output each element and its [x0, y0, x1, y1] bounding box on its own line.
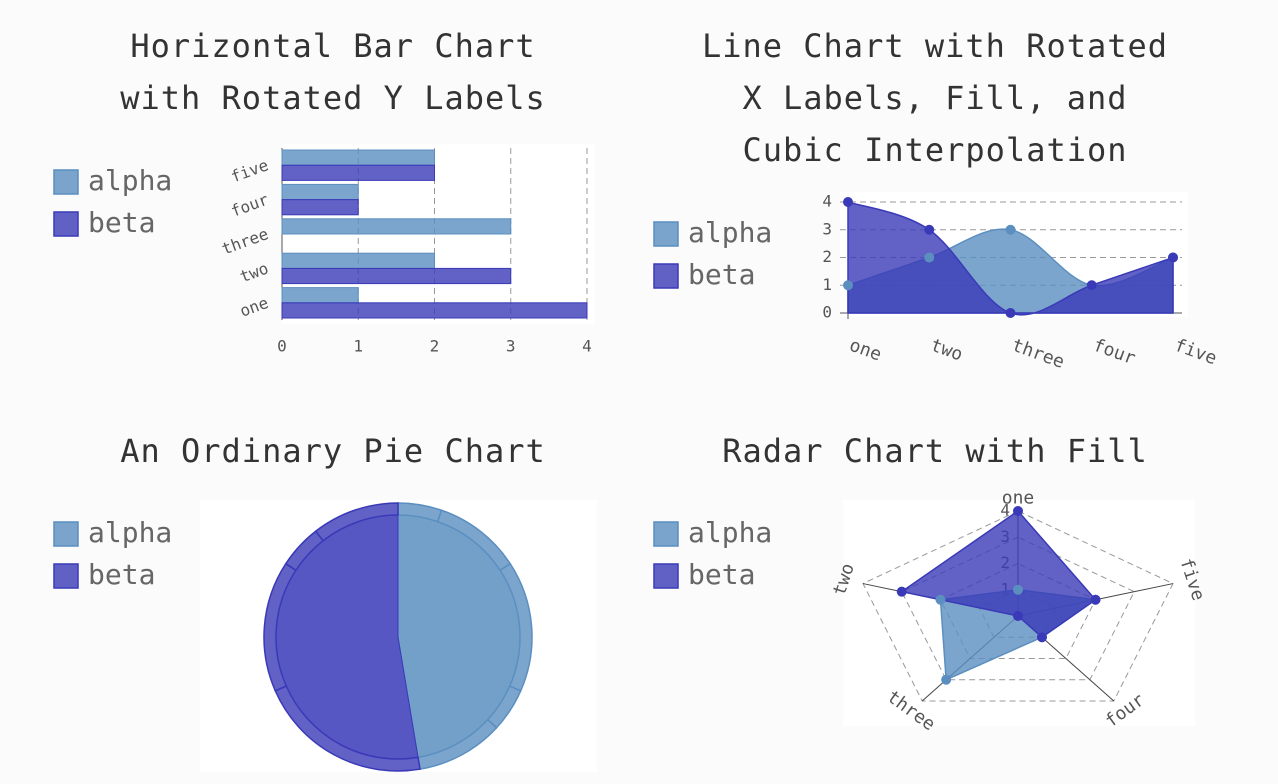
legend-label: alpha	[88, 516, 172, 549]
legend-swatch	[653, 263, 679, 289]
chart-title: An Ordinary Pie Chart	[120, 432, 546, 470]
bar	[281, 302, 588, 319]
y-tick-label: 1	[822, 275, 832, 294]
legend-swatch	[653, 221, 679, 247]
y-tick-label: four	[228, 190, 271, 221]
legend-label: alpha	[688, 516, 772, 549]
legend-label: beta	[88, 206, 155, 239]
chart-title: Horizontal Bar Chart with Rotated Y Labe…	[120, 27, 546, 117]
x-tick-label: two	[928, 335, 966, 366]
y-tick-label: three	[219, 224, 271, 258]
grid-line	[901, 536, 1135, 681]
legend-swatch	[653, 563, 679, 589]
legend-label: beta	[688, 558, 755, 591]
bar	[281, 149, 435, 166]
legend-swatch	[53, 563, 79, 589]
grid-line	[862, 510, 1174, 702]
y-tick-label: 4	[1000, 501, 1010, 520]
bar	[281, 164, 435, 181]
bar	[281, 199, 359, 216]
y-tick-label: two	[237, 259, 271, 287]
point	[941, 674, 952, 685]
radar-area	[899, 510, 1097, 639]
point	[896, 586, 907, 597]
legend-label: alpha	[88, 164, 172, 197]
point	[1013, 506, 1023, 516]
x-tick-label: 0	[277, 337, 287, 356]
x-tick-label: 4	[582, 337, 592, 356]
point	[1086, 280, 1097, 291]
x-tick-label: 3	[506, 337, 516, 356]
point	[924, 224, 935, 235]
point	[1013, 611, 1023, 621]
legend-label: alpha	[688, 216, 772, 249]
bar	[281, 252, 435, 269]
x-tick-label: five	[1172, 335, 1220, 370]
bar	[281, 287, 359, 304]
chart-title: Radar Chart with Fill	[722, 432, 1148, 470]
legend-label: beta	[88, 558, 155, 591]
x-tick-label: four	[1090, 335, 1138, 370]
point	[1013, 584, 1023, 595]
x-tick-label: 1	[353, 337, 363, 356]
legend-swatch	[53, 169, 79, 195]
y-tick-label: 4	[822, 192, 832, 211]
point	[1168, 252, 1178, 263]
legend-swatch	[53, 211, 79, 237]
point	[935, 594, 946, 605]
y-tick-label: five	[228, 155, 271, 186]
x-tick-label: three	[1009, 335, 1067, 373]
point	[843, 197, 853, 207]
y-tick-label: 2	[822, 247, 832, 266]
y-tick-label: one	[237, 293, 271, 321]
point	[1036, 632, 1047, 643]
point	[1005, 224, 1016, 235]
point	[1005, 308, 1016, 318]
bar	[281, 183, 359, 201]
x-tick-label: one	[847, 335, 885, 366]
legend-swatch	[653, 521, 679, 547]
legend-label: beta	[688, 258, 755, 291]
bar	[281, 267, 512, 285]
point	[1090, 594, 1101, 605]
y-tick-label: 3	[822, 219, 832, 238]
y-tick-label: 0	[822, 303, 832, 322]
legend-swatch	[53, 521, 79, 547]
pie-sub-slice	[314, 502, 399, 542]
bar	[281, 218, 512, 235]
point	[843, 280, 853, 291]
chart-title: Line Chart with Rotated X Labels, Fill, …	[701, 27, 1169, 169]
x-tick-label: 2	[430, 337, 440, 356]
axis-label: one	[1002, 487, 1035, 508]
point	[924, 252, 935, 263]
